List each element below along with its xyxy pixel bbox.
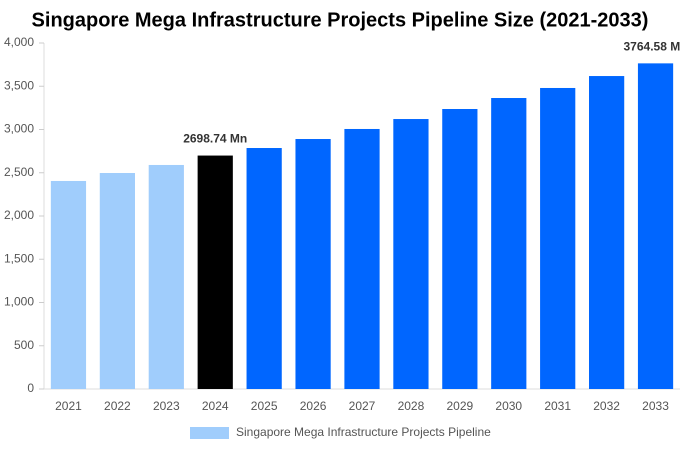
- y-tick-label: 4,000: [4, 35, 34, 49]
- bar: [99, 173, 135, 389]
- y-tick-label: 1,500: [4, 251, 34, 265]
- value-label: 3764.58 Mn: [624, 40, 680, 54]
- bar: [50, 180, 87, 389]
- y-tick-label: 500: [14, 338, 34, 352]
- bar: [540, 87, 576, 389]
- x-tick-label: 2028: [398, 399, 425, 413]
- bar: [344, 128, 380, 389]
- x-tick-label: 2027: [349, 399, 376, 413]
- y-tick-label: 3,500: [4, 78, 34, 92]
- x-tick-label: 2021: [55, 399, 82, 413]
- y-tick-label: 0: [27, 381, 34, 395]
- y-tick-label: 1,000: [4, 295, 34, 309]
- bar: [197, 155, 233, 389]
- bar: [246, 148, 282, 389]
- x-tick-label: 2022: [104, 399, 131, 413]
- y-tick-label: 2,000: [4, 208, 34, 222]
- bar: [442, 108, 478, 389]
- bar: [637, 63, 674, 389]
- bar: [148, 164, 184, 389]
- x-tick-label: 2024: [202, 399, 229, 413]
- x-tick-label: 2026: [300, 399, 327, 413]
- y-tick-label: 2,500: [4, 165, 34, 179]
- x-tick-label: 2025: [251, 399, 278, 413]
- chart-title: Singapore Mega Infrastructure Projects P…: [32, 9, 649, 31]
- x-tick-label: 2030: [495, 399, 522, 413]
- x-tick-label: 2032: [593, 399, 620, 413]
- bar: [393, 119, 429, 389]
- legend-swatch: [190, 427, 229, 439]
- x-tick-label: 2033: [642, 399, 669, 413]
- x-tick-label: 2023: [153, 399, 180, 413]
- legend-label: Singapore Mega Infrastructure Projects P…: [236, 425, 491, 439]
- y-tick-label: 3,000: [4, 122, 34, 136]
- bar: [295, 139, 331, 389]
- bar: [491, 98, 527, 389]
- x-tick-label: 2031: [544, 399, 571, 413]
- value-label: 2698.74 Mn: [183, 132, 247, 146]
- x-tick-label: 2029: [446, 399, 473, 413]
- bar: [589, 76, 625, 389]
